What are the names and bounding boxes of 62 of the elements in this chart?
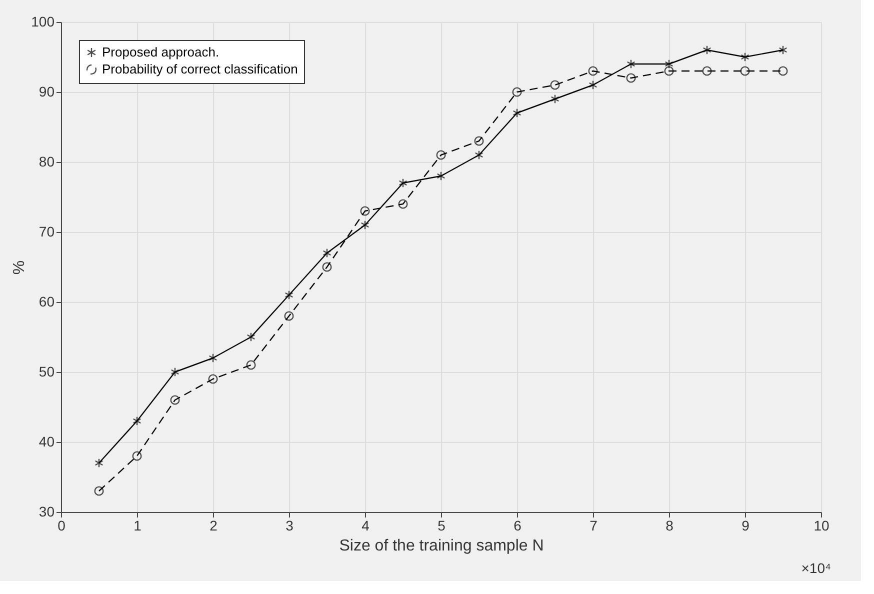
point: [740, 52, 750, 62]
point: [626, 73, 636, 83]
point: [474, 150, 484, 160]
y-tick-label: 40: [38, 434, 55, 450]
point: [664, 59, 674, 69]
x-tick-label: 9: [742, 518, 750, 534]
point: [740, 66, 750, 76]
point: [246, 360, 256, 370]
x-tick-label: 6: [514, 518, 522, 534]
x-tick-label: 5: [438, 518, 446, 534]
y-tick-label: 60: [38, 294, 55, 310]
point: [208, 374, 218, 384]
point: [474, 136, 484, 146]
x-tick-label: 4: [362, 518, 370, 534]
legend-label: Proposed approach.: [102, 44, 220, 60]
y-tick-label: 90: [38, 84, 55, 100]
point: [778, 45, 788, 55]
point: [246, 332, 256, 342]
x-tick-label: 1: [134, 518, 142, 534]
point: [398, 199, 408, 209]
point: [626, 59, 636, 69]
point: [436, 150, 446, 160]
point: [132, 416, 142, 426]
x-tick-label: 0: [58, 518, 66, 534]
point: [512, 87, 522, 97]
text: ×10⁴: [801, 560, 831, 576]
point: [132, 451, 142, 461]
x-tick-label: 3: [286, 518, 294, 534]
point: [398, 178, 408, 188]
point: [436, 171, 446, 181]
point: [360, 206, 370, 216]
y-tick-label: 80: [38, 154, 55, 170]
point: [284, 290, 294, 300]
y-tick-label: 50: [38, 364, 55, 380]
x-tick-label: 2: [210, 518, 218, 534]
point: [322, 262, 332, 272]
point: [664, 66, 674, 76]
legend-label: Probability of correct classification: [102, 62, 298, 76]
point: [322, 248, 332, 258]
point: [588, 80, 598, 90]
x-tick-label: 10: [814, 518, 830, 534]
point: [284, 311, 294, 321]
point: [778, 66, 788, 76]
y-tick-label: 100: [31, 14, 55, 30]
x-tick-label: 7: [590, 518, 598, 534]
point: [170, 395, 180, 405]
y-tick-label: 30: [38, 504, 55, 520]
point: [550, 80, 560, 90]
x-tick-label: 8: [666, 518, 674, 534]
point: [550, 94, 560, 104]
y-axis-title: %: [11, 260, 28, 275]
point: [94, 486, 104, 496]
point: [360, 220, 370, 230]
x-axis-title: Size of the training sample N: [339, 538, 544, 554]
point: [702, 66, 712, 76]
point: [208, 353, 218, 363]
point: [512, 108, 522, 118]
y-tick-label: 70: [38, 224, 55, 240]
point: [94, 458, 104, 468]
point: [170, 367, 180, 377]
point: [588, 66, 598, 76]
point: [702, 45, 712, 55]
